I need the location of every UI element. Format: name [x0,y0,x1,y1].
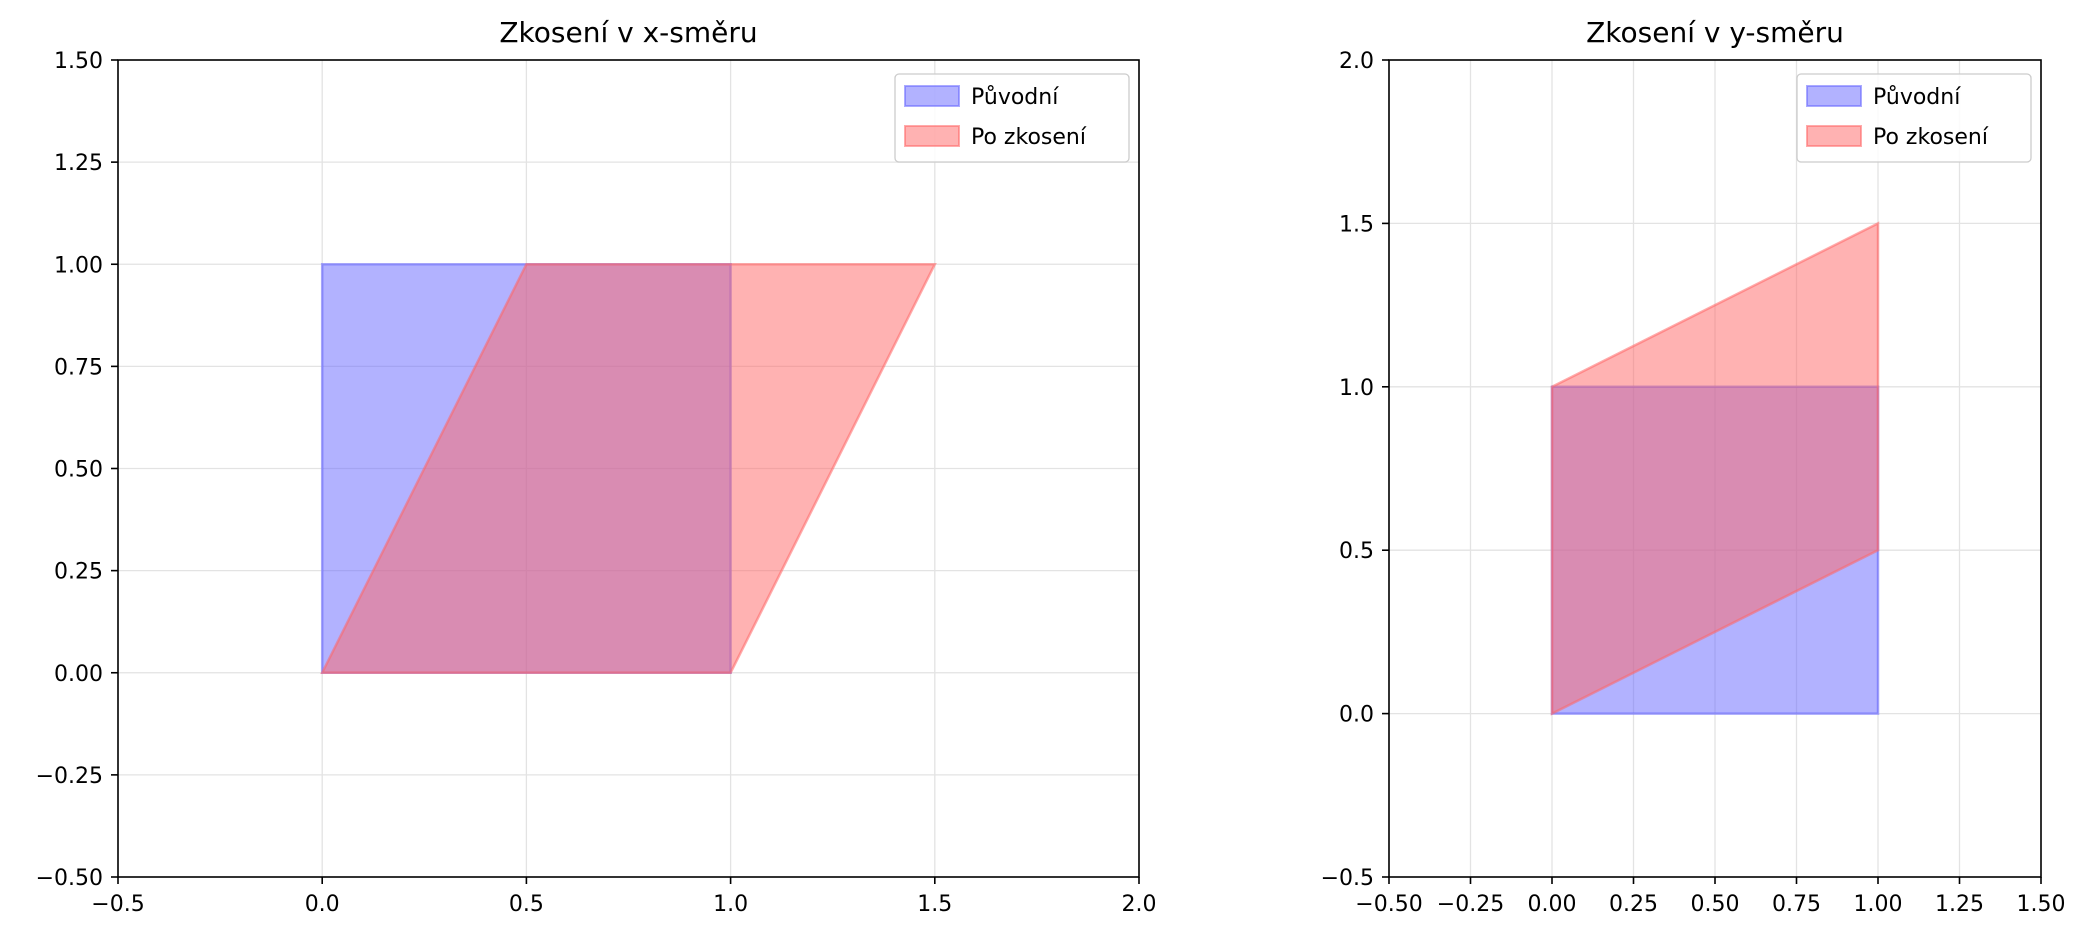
y-tick-label: 0.5 [1339,539,1374,564]
x-tick-label: 1.50 [2017,892,2066,917]
y-tick-label: −0.50 [36,866,103,891]
legend: Původní Po zkosení [1796,73,2032,163]
legend-label: Po zkosení [971,125,1087,150]
chart-title: Zkosení v y-směru [1586,16,1844,49]
legend-label: Původní [1873,85,1961,110]
y-tick-label: 1.5 [1339,212,1374,237]
y-tick-label: 0.75 [54,355,103,380]
x-tick-label: 1.0 [713,892,748,917]
y-tick-label: 0.50 [54,458,103,483]
x-tick-label: −0.50 [1355,892,1422,917]
legend-swatch [1806,125,1862,147]
series-sheared-polygon [1550,221,1880,716]
x-tick-label: 0.00 [1528,892,1577,917]
y-tick-label: 2.0 [1339,49,1374,74]
chart-x-shear: Zkosení v x-směru −0.5 0.0 0.5 1.0 1.5 2.0 −0.… [36,16,1157,917]
legend-swatch [1806,85,1862,107]
chart-title: Zkosení v x-směru [499,16,757,49]
legend: Původní Po zkosení [894,73,1130,163]
legend-label: Původní [971,85,1059,110]
x-tick-label: 0.25 [1609,892,1658,917]
y-tick-label: 1.50 [54,49,103,74]
x-tick-label: 1.00 [1854,892,1903,917]
x-tick-label: 2.0 [1122,892,1157,917]
x-tick-label: 0.50 [1691,892,1740,917]
y-tick-label: 1.00 [54,253,103,278]
series-sheared-polygon [320,263,937,674]
x-tick-label: 0.75 [1772,892,1821,917]
legend-swatch [904,85,960,107]
y-tick-label: 0.25 [54,560,103,585]
y-tick-label: −0.25 [36,764,103,789]
legend-label: Po zkosení [1873,125,1989,150]
x-tick-label: −0.5 [91,892,144,917]
x-tick-label: 0.0 [305,892,340,917]
x-tick-label: −0.25 [1437,892,1504,917]
y-tick-label: 1.0 [1339,376,1374,401]
x-tick-label: 0.5 [509,892,544,917]
x-tick-label: 1.5 [917,892,952,917]
y-tick-label: 0.00 [54,662,103,687]
x-tick-label: 1.25 [1935,892,1984,917]
y-tick-label: 1.25 [54,151,103,176]
y-tick-label: −0.5 [1321,866,1374,891]
legend-swatch [904,125,960,147]
chart-y-shear: Zkosení v y-směru −0.50 −0.25 0.00 0.25 0.50… [1321,16,2066,917]
y-tick-label: 0.0 [1339,703,1374,728]
